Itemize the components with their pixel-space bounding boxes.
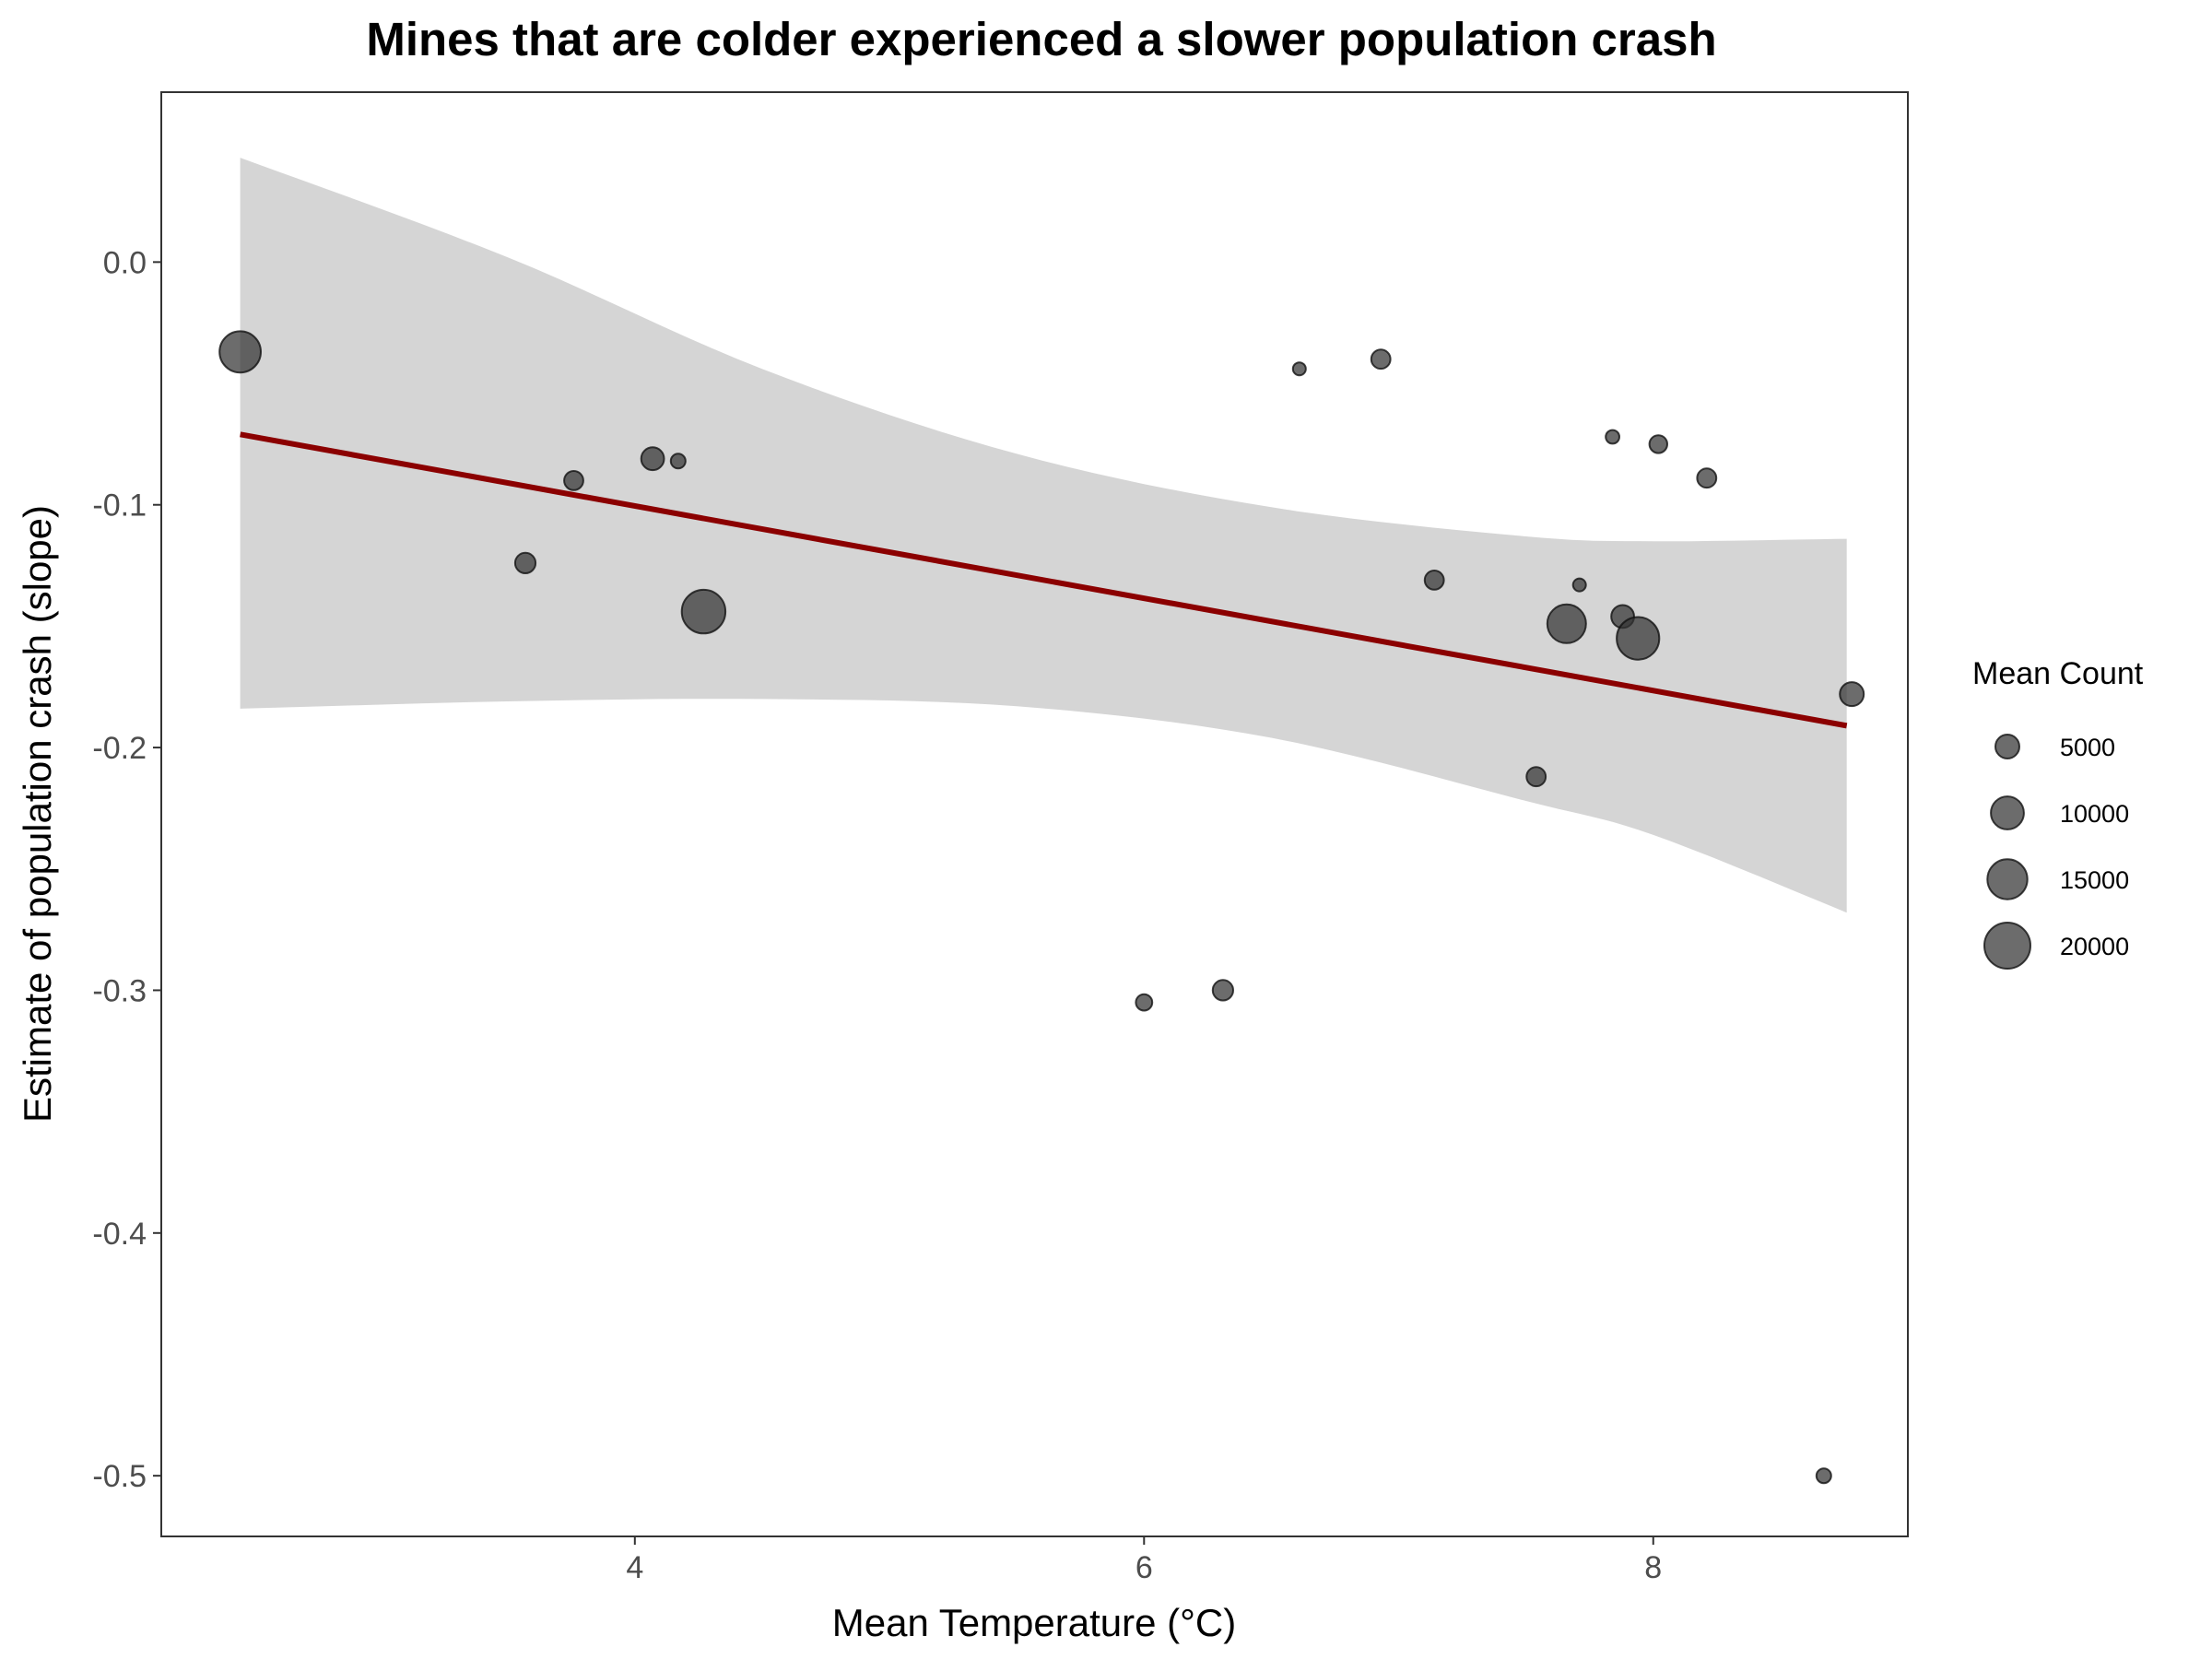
y-tick-label: -0.1 (92, 488, 147, 524)
legend-label-4: 20000 (2060, 933, 2129, 960)
y-tick-label: -0.5 (92, 1459, 147, 1494)
data-point-4 (640, 446, 665, 472)
data-point-6 (680, 588, 727, 635)
data-point-1 (218, 330, 263, 374)
y-tick-label: -0.4 (92, 1217, 147, 1252)
x-tick-label: 6 (1135, 1550, 1153, 1585)
y-axis: 0.0 -0.1 -0.2 -0.3 -0.4 -0.5 (92, 245, 161, 1494)
x-tick-label: 8 (1644, 1550, 1662, 1585)
legend: Mean Count 5000 10000 15000 20000 (1972, 656, 2144, 970)
data-point-21 (1839, 681, 1865, 708)
fit-line-layer (240, 431, 1848, 729)
x-axis: 4 6 8 (626, 1536, 1662, 1585)
legend-label-3: 15000 (2060, 866, 2129, 894)
points-layer (218, 330, 1865, 1485)
data-point-7 (1135, 993, 1154, 1012)
data-point-3 (563, 470, 584, 491)
confidence-band-layer (240, 158, 1847, 913)
data-point-12 (1525, 766, 1547, 788)
legend-label-1: 5000 (2060, 734, 2115, 761)
chart-title: Mines that are colder experienced a slow… (366, 13, 1716, 65)
data-point-20 (1815, 1467, 1832, 1485)
data-point-13 (1546, 603, 1587, 644)
plot-panel-border (160, 91, 1909, 1537)
data-point-8 (1211, 979, 1235, 1002)
x-axis-label: Mean Temperature (°C) (832, 1601, 1237, 1644)
data-point-5 (669, 453, 687, 470)
data-point-18 (1648, 434, 1669, 454)
data-point-2 (513, 551, 537, 575)
y-tick-label: -0.2 (92, 731, 147, 766)
regression-line (240, 431, 1848, 729)
legend-key-2 (1990, 795, 2025, 830)
data-point-11 (1423, 570, 1445, 591)
x-tick-label: 4 (626, 1550, 643, 1585)
legend-key-1 (1994, 734, 2020, 759)
y-tick-label: 0.0 (103, 245, 147, 280)
legend-label-2: 10000 (2060, 800, 2129, 828)
data-point-19 (1696, 467, 1718, 489)
data-point-9 (1291, 361, 1307, 377)
data-point-17 (1616, 616, 1661, 661)
legend-key-4 (1983, 922, 2031, 970)
confidence-band (240, 158, 1847, 913)
legend-title: Mean Count (1972, 656, 2144, 691)
data-point-10 (1370, 348, 1392, 371)
y-axis-label: Estimate of population crash (slope) (16, 505, 59, 1123)
y-tick-label: -0.3 (92, 973, 147, 1008)
data-point-15 (1605, 429, 1620, 445)
data-point-14 (1571, 577, 1587, 593)
legend-key-3 (1986, 858, 2029, 900)
